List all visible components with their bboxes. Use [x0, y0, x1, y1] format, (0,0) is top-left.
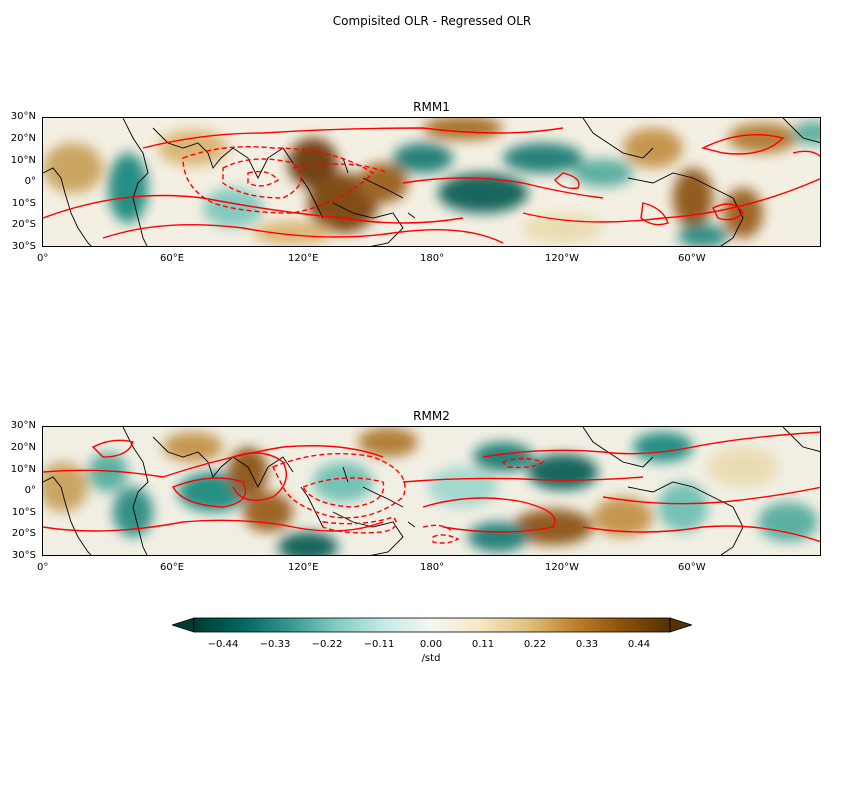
- colorbar-tick: 0.00: [419, 639, 443, 650]
- x-tick-rmm2-180: 180°: [420, 562, 445, 573]
- colorbar-tick: 0.44: [627, 639, 651, 650]
- y-tick-rmm2-10n: 10°N: [10, 464, 36, 475]
- y-tick-rmm2-10s: 10°S: [11, 507, 36, 518]
- x-tick-rmm2-60w: 60°W: [678, 562, 706, 573]
- colorbar-extend-min: [172, 617, 195, 633]
- colorbar-extend-max: [669, 617, 692, 633]
- x-tick-rmm2-120e: 120°E: [288, 562, 319, 573]
- x-tick-rmm1-120e: 120°E: [288, 253, 319, 264]
- y-tick-rmm1-0: 0°: [24, 176, 36, 187]
- y-tick-rmm1-10s: 10°S: [11, 198, 36, 209]
- y-tick-rmm1-20n: 20°N: [10, 133, 36, 144]
- colorbar-tick: 0.22: [523, 639, 547, 650]
- y-tick-rmm2-30n: 30°N: [10, 420, 36, 431]
- x-tick-rmm1-180: 180°: [420, 253, 445, 264]
- colorbar-tick: 0.11: [471, 639, 495, 650]
- x-tick-rmm1-60e: 60°E: [160, 253, 185, 264]
- panel-title-rmm2: RMM2: [413, 409, 450, 423]
- colorbar-tick: −0.11: [363, 639, 395, 650]
- y-tick-rmm1-30s: 30°S: [11, 241, 36, 252]
- y-tick-rmm2-20s: 20°S: [11, 528, 36, 539]
- map-rmm2-field: [43, 427, 820, 555]
- map-rmm1: [42, 117, 821, 247]
- x-tick-rmm1-60w: 60°W: [678, 253, 706, 264]
- y-tick-rmm2-0: 0°: [24, 485, 36, 496]
- colorbar-tick: 0.33: [575, 639, 599, 650]
- colorbar: [172, 617, 692, 633]
- x-tick-rmm2-0: 0°: [37, 562, 49, 573]
- map-rmm1-field: [43, 118, 820, 246]
- x-tick-rmm2-60e: 60°E: [160, 562, 185, 573]
- x-tick-rmm2-120w: 120°W: [545, 562, 579, 573]
- x-tick-rmm1-0: 0°: [37, 253, 49, 264]
- y-tick-rmm1-10n: 10°N: [10, 155, 36, 166]
- colorbar-tick: −0.44: [207, 639, 239, 650]
- y-tick-rmm1-20s: 20°S: [11, 219, 36, 230]
- y-tick-rmm2-30s: 30°S: [11, 550, 36, 561]
- colorbar-tick: −0.22: [311, 639, 343, 650]
- y-tick-rmm1-30n: 30°N: [10, 111, 36, 122]
- colorbar-label: /std: [421, 653, 441, 664]
- y-tick-rmm2-20n: 20°N: [10, 442, 36, 453]
- figure-title: Compisited OLR - Regressed OLR: [332, 14, 532, 28]
- panel-title-rmm1: RMM1: [413, 100, 450, 114]
- colorbar-tick: −0.33: [259, 639, 291, 650]
- x-tick-rmm1-120w: 120°W: [545, 253, 579, 264]
- colorbar-graphic: [172, 617, 692, 633]
- map-rmm2: [42, 426, 821, 556]
